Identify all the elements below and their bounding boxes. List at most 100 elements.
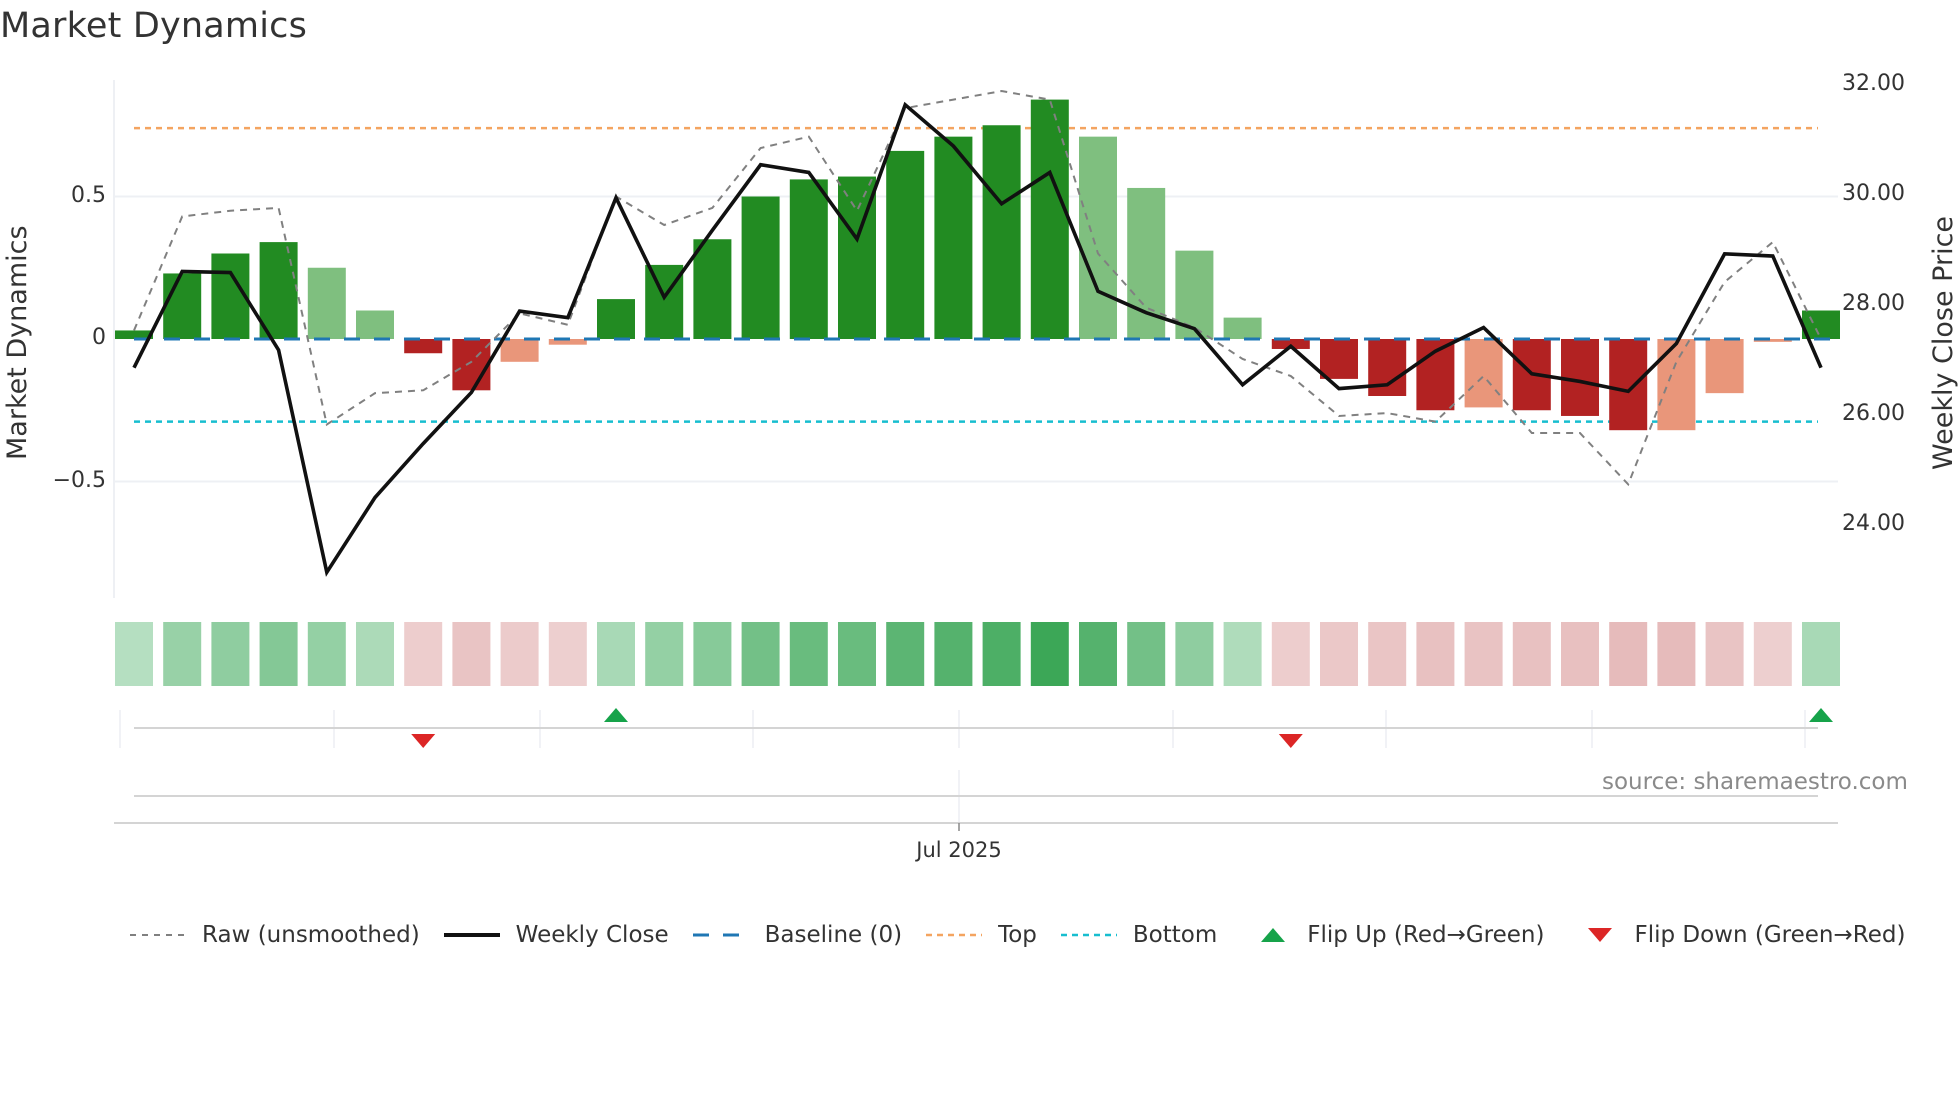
heatmap-cell [1464, 622, 1503, 686]
heatmap-cell [838, 622, 876, 686]
market-dynamics-bar [789, 179, 828, 339]
market-dynamics-bar [356, 310, 394, 339]
market-dynamics-bar [404, 339, 443, 354]
market-dynamics-bar [982, 125, 1021, 339]
heatmap-cell [789, 622, 828, 686]
heatmap-cell [500, 622, 539, 686]
source-attribution: source: sharemaestro.com [1602, 769, 1908, 795]
heatmap-cell [1416, 622, 1455, 686]
legend-line-swatch-icon [443, 933, 500, 937]
market-dynamics-bar [452, 339, 491, 391]
market-dynamics-bar [741, 196, 780, 339]
legend-item[interactable]: Baseline (0) [691, 922, 902, 948]
heatmap-cell [741, 622, 780, 686]
right-tick-label: 32.00 [1842, 71, 1905, 96]
legend-item[interactable]: Weekly Close [442, 922, 669, 948]
heatmap-cell [1705, 622, 1744, 686]
heatmap-cell [1512, 622, 1551, 686]
legend-item[interactable]: Raw (unsmoothed) [128, 922, 420, 948]
market-dynamics-bar [163, 273, 202, 339]
market-dynamics-bar [1561, 339, 1599, 416]
flip-up-marker-icon [604, 708, 628, 722]
legend-label: Raw (unsmoothed) [202, 922, 420, 948]
market-dynamics-bar [1609, 339, 1648, 431]
legend-label: Top [998, 922, 1037, 948]
heatmap-cell [1802, 622, 1840, 686]
legend-label: Flip Up (Red→Green) [1307, 922, 1545, 948]
heatmap-cell [1127, 622, 1166, 686]
heatmap-cell [1561, 622, 1599, 686]
heatmap-cell [163, 622, 202, 686]
market-dynamics-bar [934, 136, 973, 339]
right-tick-label: 28.00 [1842, 291, 1905, 316]
heatmap-cell [452, 622, 491, 686]
heatmap-cell [934, 622, 973, 686]
legend-item[interactable]: Flip Up (Red→Green) [1253, 922, 1544, 948]
heatmap-cell [259, 622, 298, 686]
legend-label: Baseline (0) [764, 922, 903, 948]
heatmap-cell [645, 622, 684, 686]
heatmap-cell [307, 622, 346, 686]
flip-down-marker-icon [411, 734, 436, 748]
chart-title: Market Dynamics [0, 6, 308, 46]
heatmap-cell [1657, 622, 1696, 686]
market-dynamics-bar [1223, 317, 1262, 339]
flip-down-marker-icon [1278, 734, 1303, 748]
heatmap-cell [1223, 622, 1262, 686]
heatmap-cell [1609, 622, 1648, 686]
market-dynamics-bar [115, 330, 153, 339]
heatmap-cell [693, 622, 732, 686]
left-tick-label: −0.5 [52, 467, 106, 493]
heatmap-cell [1320, 622, 1358, 686]
raw-unsmoothed-line [133, 90, 1822, 487]
heatmap-cell [115, 622, 153, 686]
market-dynamics-bar [1320, 339, 1358, 379]
chart-legend: Raw (unsmoothed) Weekly Close Baseline (0)… [128, 922, 1927, 948]
market-dynamics-bar [597, 299, 635, 339]
heatmap-cell [597, 622, 635, 686]
right-tick-label: 30.00 [1842, 181, 1905, 206]
triangle-down-icon [1588, 928, 1613, 942]
legend-item[interactable]: Bottom [1059, 922, 1217, 948]
legend-item[interactable]: Flip Down (Green→Red) [1580, 922, 1905, 948]
market-dynamics-bar [1464, 339, 1503, 408]
left-tick-label: 0.5 [71, 182, 106, 208]
heatmap-cell [886, 622, 925, 686]
market-dynamics-bar [1079, 136, 1117, 339]
heatmap-cell [211, 622, 250, 686]
market-dynamics-bar [1753, 339, 1792, 342]
legend-item[interactable]: Top [924, 922, 1037, 948]
weekly-close-line [132, 101, 1823, 577]
triangle-up-icon [1261, 928, 1286, 942]
market-dynamics-bar [548, 339, 587, 345]
market-dynamics-bar [886, 150, 925, 339]
market-dynamics-bar [259, 242, 298, 339]
market-dynamics-bar [1705, 339, 1744, 394]
heatmap-cell [404, 622, 443, 686]
legend-line-swatch-icon [1060, 933, 1117, 937]
flip-up-marker-icon [1809, 708, 1833, 722]
market-dynamics-bar [307, 267, 346, 339]
x-tick-label: Jul 2025 [916, 838, 1002, 862]
legend-label: Bottom [1132, 922, 1218, 948]
heatmap-cell [548, 622, 587, 686]
heatmap-cell [1030, 622, 1069, 686]
legend-label: Weekly Close [515, 922, 669, 948]
heatmap-cell [1368, 622, 1407, 686]
legend-label: Flip Down (Green→Red) [1634, 922, 1906, 948]
market-dynamics-bar [693, 239, 732, 339]
left-tick-label: 0 [92, 325, 106, 350]
heatmap-cell [356, 622, 394, 686]
legend-line-swatch-icon [130, 934, 186, 936]
right-tick-label: 24.00 [1842, 511, 1905, 536]
heatmap-cell [982, 622, 1021, 686]
market-dynamics-bar [1030, 99, 1069, 339]
heatmap-cell [1079, 622, 1117, 686]
market-dynamics-bar [500, 339, 539, 362]
legend-line-swatch-icon [692, 933, 749, 937]
legend-line-swatch-icon [926, 933, 983, 937]
right-tick-label: 26.00 [1842, 401, 1905, 426]
heatmap-cell [1271, 622, 1310, 686]
heatmap-cell [1753, 622, 1792, 686]
